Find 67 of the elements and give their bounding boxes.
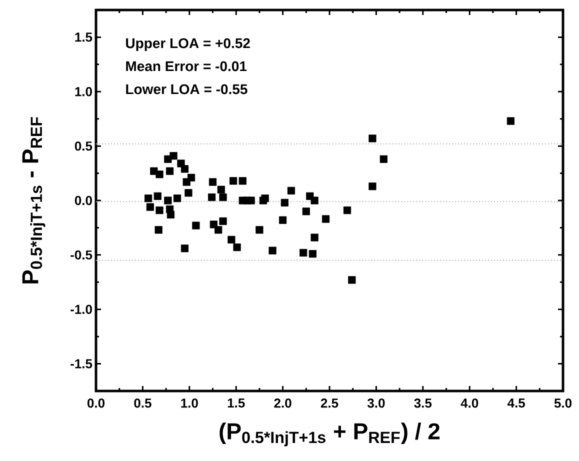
x-tick-label: 3.5 [414,398,432,408]
point [322,215,330,223]
point [154,192,162,200]
point [156,170,164,178]
point [348,276,356,284]
annotation: Upper LOA = +0.52 [126,38,250,51]
point [280,198,288,206]
point [217,186,225,194]
point [268,246,276,254]
x-tick-label: 1.0 [181,398,198,408]
point [180,244,189,252]
point [156,206,164,214]
point [380,155,388,163]
point [368,182,376,190]
point [238,177,246,185]
y-tick-label: -1.5 [70,359,92,368]
point [368,134,376,142]
point [343,206,352,214]
x-tick-label: 5.0 [554,398,572,408]
x-tick-label: 3.0 [367,398,385,408]
point [208,193,216,202]
point [228,236,236,244]
point [166,210,175,218]
y-tick-label: 1.0 [75,87,92,96]
point [506,117,514,125]
annotation: Lower LOA = -0.55 [126,84,248,94]
point [173,194,182,202]
point [287,186,296,194]
y-tick-label: 0.5 [74,141,92,151]
x-tick-label: 0.5 [134,398,152,408]
point [146,203,154,211]
point [164,196,172,204]
point [219,217,227,225]
point [170,152,178,160]
point [302,208,310,216]
point [192,222,200,230]
y-axis-title: P$_{0.5*InjT+1s}$ - P$_{REF}$ [22,117,46,284]
x-tick-label: 0.0 [87,398,105,408]
x-tick-label: 2.0 [274,398,292,408]
point [180,165,189,173]
point [310,196,318,204]
point [208,178,217,186]
point [184,189,192,197]
point [310,234,318,242]
point [256,226,264,234]
y-tick-label: 1.5 [75,32,92,42]
point [214,226,222,234]
point [166,167,174,175]
x-tick-label: 2.5 [320,398,338,408]
point [300,248,308,257]
x-tick-label: 1.5 [228,398,245,408]
point [279,216,287,224]
point [154,226,162,234]
x-axis-title: (P$_{0.5*InjT+1s}$ + P$_{REF}$) / 2 [220,422,440,446]
point [144,194,152,202]
y-tick-label: 0.0 [74,196,92,206]
point [219,193,227,202]
x-tick-label: 4.0 [460,398,478,408]
x-tick-label: 4.5 [507,398,525,408]
point [187,174,196,182]
y-tick-label: -0.5 [70,250,92,260]
point [230,177,238,185]
point [247,196,255,204]
point [308,250,316,258]
y-tick-label: -1.0 [70,304,92,314]
point [233,244,241,252]
annotation: Mean Error = -0.01 [126,61,247,72]
